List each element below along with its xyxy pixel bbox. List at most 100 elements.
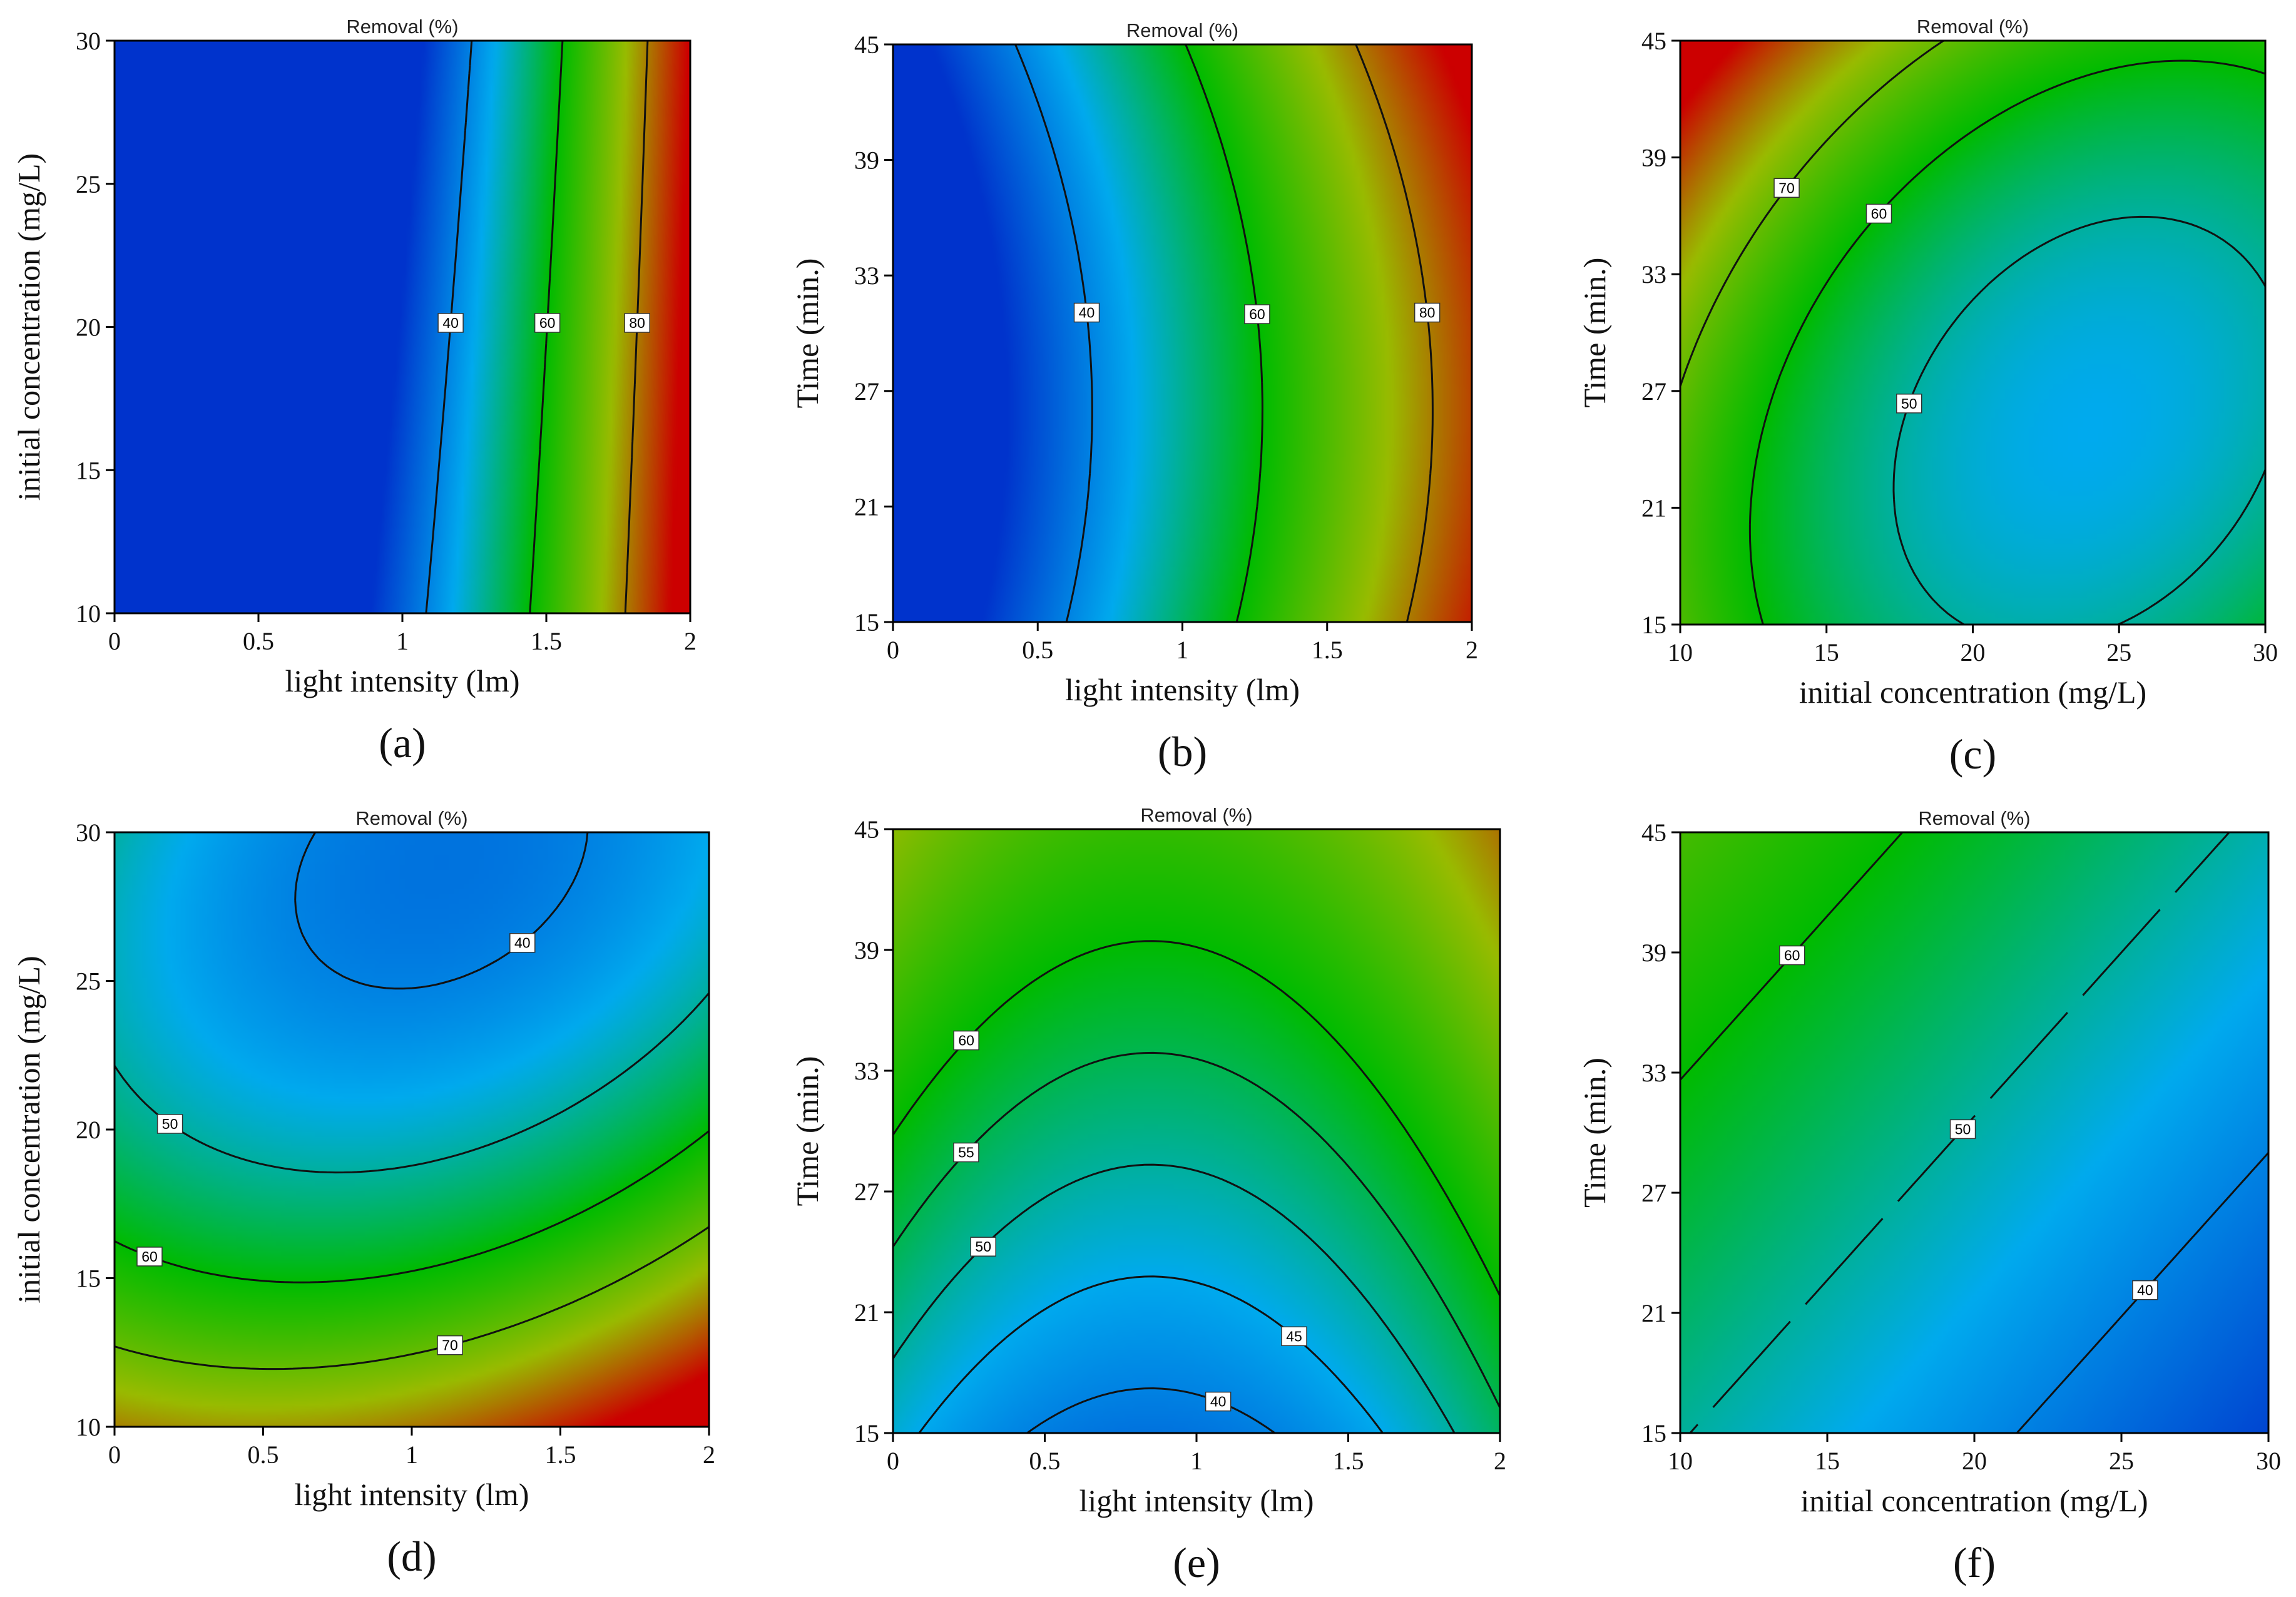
x-tick-label: 0.5	[1029, 1447, 1061, 1475]
x-tick-label: 1.5	[1312, 636, 1343, 664]
contour-label-70: 70	[1773, 178, 1800, 198]
x-tick-label: 15	[1815, 1447, 1840, 1475]
x-tick-label: 0	[887, 636, 899, 664]
x-tick-label: 1.5	[1333, 1447, 1364, 1475]
svg-text:60: 60	[141, 1248, 158, 1265]
svg-text:70: 70	[442, 1337, 458, 1354]
heatmap-surface	[893, 44, 1472, 622]
y-tick-label: 15	[1641, 611, 1666, 639]
x-axis-label: light intensity (lm)	[285, 663, 520, 698]
contour-label-50: 50	[970, 1237, 996, 1257]
y-axis-label: initial concentration (mg/L)	[11, 153, 46, 501]
y-tick-label: 27	[854, 1178, 879, 1206]
contour-line-60	[115, 1130, 709, 1283]
contour-label-50: 50	[1895, 394, 1922, 414]
x-tick-label: 25	[2109, 1447, 2134, 1475]
heatmap-surface	[893, 829, 1500, 1433]
panel-caption: (c)	[1949, 730, 1996, 778]
contour-label-40: 40	[509, 932, 536, 953]
panel-d: 40 50 60 70 Removal (%) 0 0.5 1 1.5 2 10 15 20 25 30 li…	[11, 807, 715, 1580]
y-tick-label: 39	[1641, 939, 1666, 967]
x-tick-label: 20	[1962, 1447, 1987, 1475]
y-tick-label: 27	[1641, 377, 1666, 406]
y-tick-label: 20	[76, 314, 101, 342]
contour-line-60	[1748, 59, 2265, 625]
contour-line-50	[893, 1163, 1456, 1433]
heatmap-surface	[115, 832, 709, 1427]
plot-title: Removal (%)	[355, 807, 467, 829]
y-tick-label: 27	[1641, 1179, 1666, 1207]
x-tick-label: 1	[1190, 1447, 1203, 1475]
x-axis-label: light intensity (lm)	[1079, 1483, 1314, 1518]
x-axis-label: light intensity (lm)	[1065, 672, 1300, 707]
contour-line-80	[1355, 44, 1434, 622]
y-tick-label: 30	[76, 819, 101, 847]
x-tick-label: 2	[1466, 636, 1478, 664]
plot-title: Removal (%)	[346, 16, 458, 38]
y-tick-label: 10	[76, 1413, 101, 1441]
y-tick-label: 39	[854, 936, 879, 964]
y-tick-label: 30	[76, 27, 101, 55]
x-tick-label: 1.5	[545, 1441, 576, 1469]
panel-e: 40 45 50 55 60 Removal (%) 0 0.5 1 1.5 2 15 21 27 33 39…	[790, 804, 1506, 1586]
panel-b: 40 60 80 Removal (%) 0 0.5 1 1.5 2 15 21 27 33 39 45 li…	[790, 19, 1478, 775]
contour-label-60: 60	[1244, 304, 1270, 324]
x-tick-label: 0	[887, 1447, 899, 1475]
x-tick-label: 0.5	[243, 627, 274, 655]
svg-text:70: 70	[1778, 180, 1795, 196]
y-tick-label: 45	[854, 815, 879, 844]
x-tick-label: 0	[108, 1441, 121, 1469]
contour-line-60	[1185, 44, 1263, 622]
contour-label-40: 40	[1205, 1391, 1232, 1412]
contour-label-40: 40	[2132, 1280, 2158, 1300]
y-tick-label: 33	[1641, 1059, 1666, 1087]
y-tick-label: 15	[854, 1419, 879, 1447]
x-tick-label: 0.5	[248, 1441, 279, 1469]
x-tick-label: 1.5	[531, 627, 562, 655]
panel-caption: (b)	[1158, 728, 1207, 775]
y-tick-label: 33	[1641, 260, 1666, 288]
y-tick-label: 39	[854, 146, 879, 175]
contour-label-45: 45	[1281, 1326, 1307, 1347]
x-tick-label: 15	[1814, 638, 1839, 666]
y-tick-label: 21	[854, 492, 879, 521]
contour-label-50: 50	[1949, 1119, 1976, 1140]
panel-caption: (e)	[1173, 1539, 1220, 1586]
contour-label-60: 60	[953, 1030, 979, 1051]
y-tick-label: 20	[76, 1116, 101, 1144]
plot-title: Removal (%)	[1918, 807, 2030, 829]
contour-label-60: 60	[136, 1247, 163, 1267]
y-tick-label: 21	[854, 1299, 879, 1327]
x-tick-label: 1	[396, 627, 409, 655]
contour-line-80	[624, 41, 649, 613]
x-tick-label: 1	[1176, 636, 1189, 664]
contour-label-60: 60	[534, 313, 561, 333]
y-axis-label: Time (min.)	[1577, 258, 1612, 408]
svg-text:60: 60	[958, 1033, 974, 1049]
svg-text:50: 50	[1955, 1121, 1971, 1137]
contour-label-50: 50	[156, 1114, 183, 1134]
contour-label-40: 40	[1073, 302, 1100, 323]
contour-line-50	[1689, 832, 2230, 1433]
svg-text:40: 40	[2137, 1282, 2153, 1299]
y-axis-label: initial concentration (mg/L)	[11, 956, 46, 1303]
x-tick-label: 30	[2253, 638, 2278, 666]
y-tick-label: 15	[854, 608, 879, 636]
y-tick-label: 33	[854, 262, 879, 290]
x-tick-label: 30	[2256, 1447, 2281, 1475]
heatmap-surface	[1680, 41, 2265, 625]
svg-text:50: 50	[1901, 395, 1917, 412]
contour-label-60: 60	[1778, 945, 1805, 966]
contour-line-50	[1892, 215, 2265, 625]
svg-text:40: 40	[1210, 1394, 1227, 1410]
contour-line-60	[529, 41, 564, 613]
svg-text:60: 60	[539, 315, 556, 331]
x-tick-label: 10	[1668, 1447, 1693, 1475]
svg-text:60: 60	[1871, 205, 1887, 222]
svg-text:40: 40	[1079, 305, 1095, 321]
y-tick-label: 45	[1641, 819, 1666, 847]
contour-line-40	[2016, 1151, 2268, 1433]
y-tick-label: 25	[76, 967, 101, 996]
y-tick-label: 45	[854, 31, 879, 59]
